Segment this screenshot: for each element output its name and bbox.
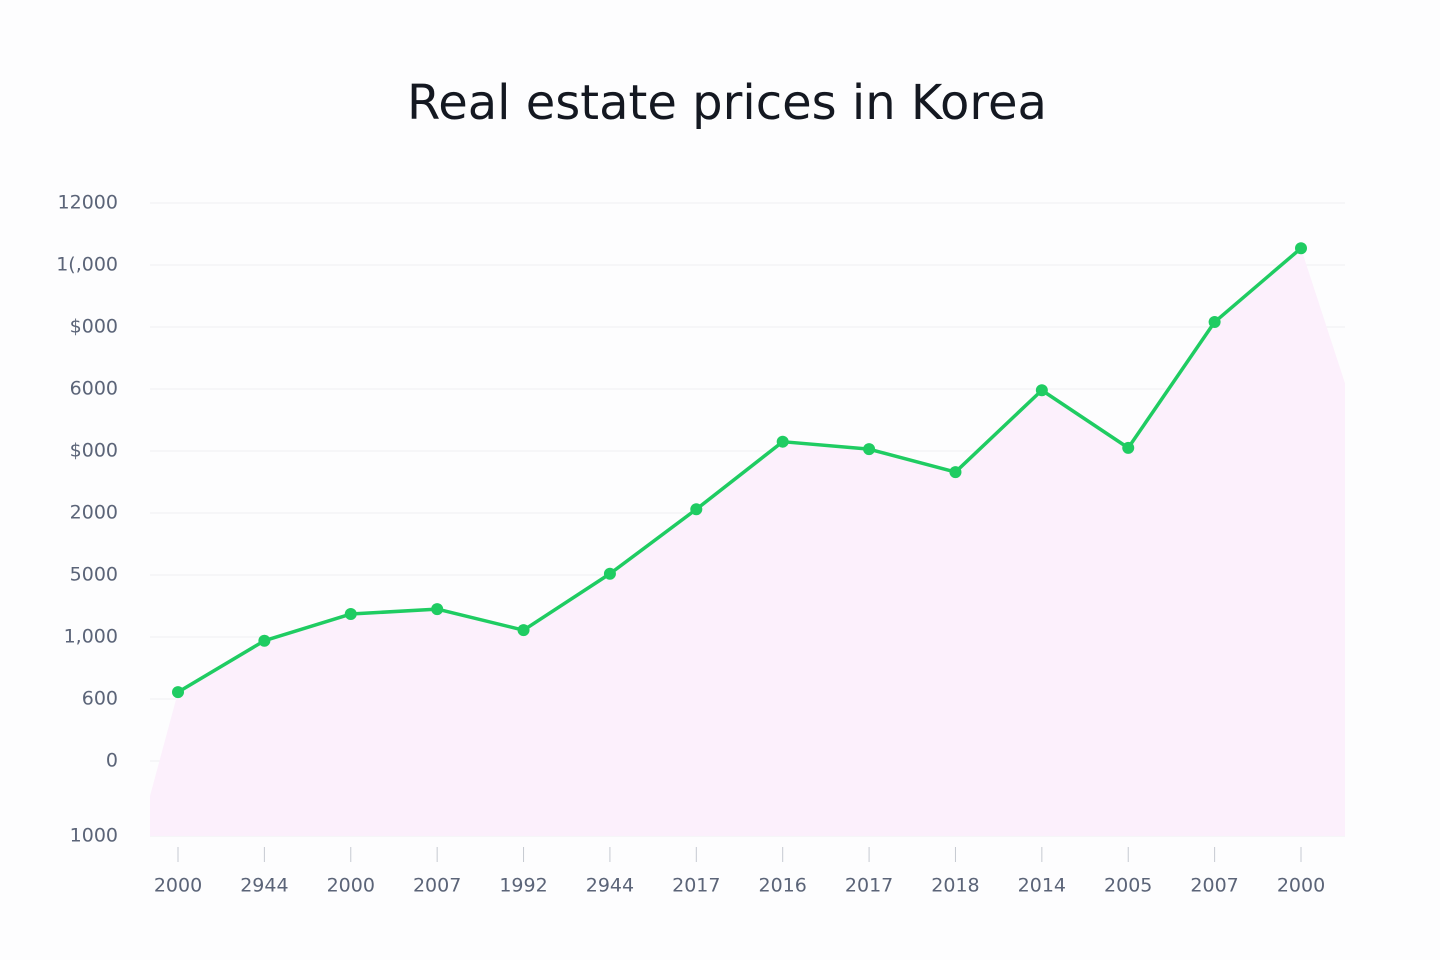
y-tick-label: $000 — [70, 315, 118, 337]
y-tick-label: 6000 — [70, 377, 118, 399]
x-tick-label: 2005 — [1104, 875, 1152, 897]
x-tick-label: 2000 — [1277, 875, 1325, 897]
point — [1208, 316, 1221, 329]
x-tick-label: 2016 — [759, 875, 807, 897]
point — [517, 624, 530, 637]
point — [949, 466, 962, 479]
y-tick-label: 0 — [106, 749, 118, 771]
point — [603, 567, 616, 580]
y-tick-label: 12000 — [58, 192, 118, 214]
x-tick-label: 2000 — [154, 875, 202, 897]
y-tick-label: 2000 — [70, 501, 118, 523]
point — [1122, 441, 1135, 454]
x-tick-label: 2000 — [327, 875, 375, 897]
point — [431, 603, 444, 616]
y-tick-label: $000 — [70, 439, 118, 461]
y-tick-label: 600 — [82, 687, 118, 709]
point — [690, 503, 703, 516]
point — [344, 608, 357, 621]
chart-title: Real estate prices in Korea — [407, 75, 1047, 131]
point — [1295, 242, 1307, 255]
y-tick-label: 1(,000 — [56, 253, 118, 275]
y-tick-label: 5000 — [70, 563, 118, 585]
x-tick-label: 1992 — [499, 875, 547, 897]
x-tick-label: 2944 — [586, 875, 634, 897]
x-tick-label: 2944 — [240, 875, 288, 897]
point — [1035, 384, 1048, 397]
point — [172, 686, 184, 699]
x-tick-label: 2014 — [1018, 875, 1066, 897]
line — [177, 246, 1303, 694]
x-tick-label: 2017 — [845, 875, 893, 897]
x-tick-label: 2007 — [413, 875, 461, 897]
x-tick-label: 2018 — [931, 875, 979, 897]
y-tick-label: 1,000 — [64, 625, 118, 647]
x-tick-label: 2007 — [1190, 875, 1238, 897]
x-tick-label: 2017 — [672, 875, 720, 897]
point — [776, 435, 789, 448]
point — [258, 634, 271, 647]
point — [863, 443, 876, 456]
y-tick-label: 1000 — [70, 825, 118, 847]
